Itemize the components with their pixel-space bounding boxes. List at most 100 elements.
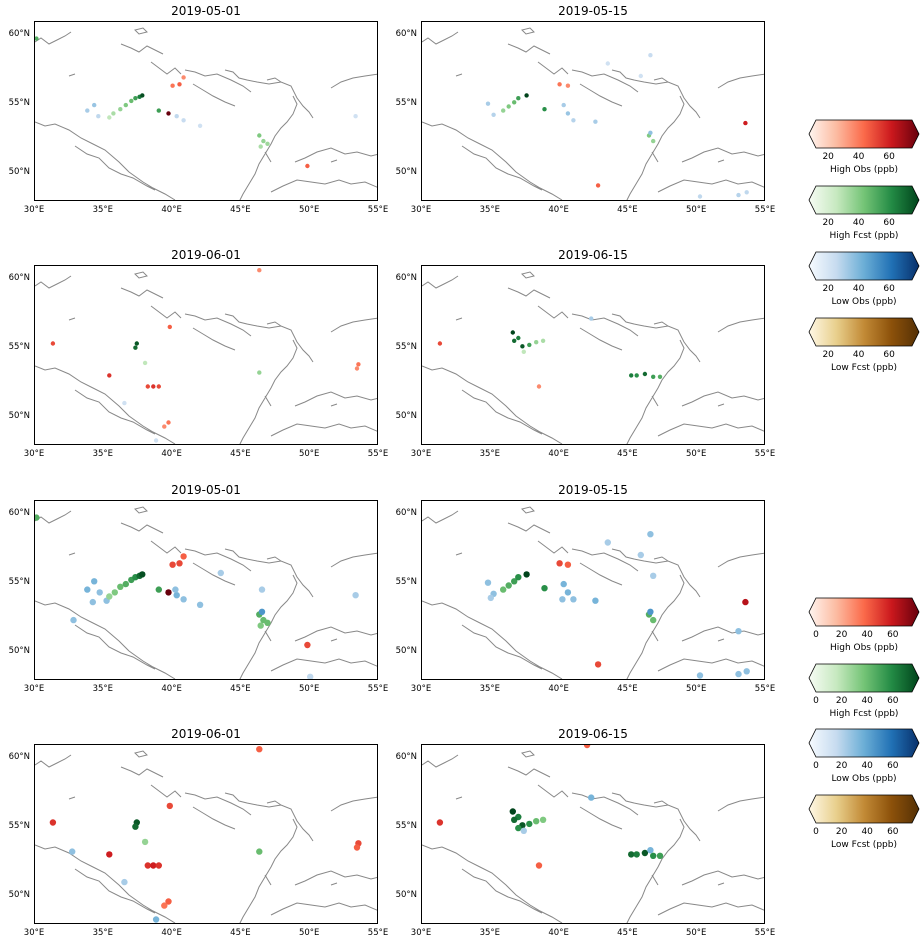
lon-tick-label: 50°E bbox=[685, 449, 707, 459]
colorbar-tick-label: 20 bbox=[835, 696, 848, 706]
station-marker bbox=[118, 107, 123, 112]
station-marker bbox=[307, 673, 314, 679]
station-marker bbox=[487, 594, 494, 602]
colorbar-gradient bbox=[808, 728, 920, 758]
station-marker bbox=[592, 597, 599, 604]
lon-tick-label: 40°E bbox=[548, 684, 569, 694]
station-marker bbox=[516, 96, 521, 101]
colorbar-tick-label: 40 bbox=[861, 630, 873, 640]
map-svg bbox=[35, 268, 377, 444]
lon-tick-label: 45°E bbox=[617, 684, 638, 694]
lon-tick-label: 55°E bbox=[754, 205, 776, 215]
station-marker bbox=[122, 400, 127, 406]
station-marker bbox=[650, 616, 657, 624]
lon-tick-label: 50°E bbox=[298, 205, 320, 215]
colorbar-top-4: 20 40 60 Low Fcst (ppb) bbox=[808, 316, 920, 373]
station-marker bbox=[142, 360, 148, 366]
map-panel-2: 2019-05-15 60°N 55°N 50°N 30°E 35°E 40°E 45°E 50… bbox=[396, 4, 776, 215]
map-area bbox=[34, 500, 378, 680]
map-area bbox=[421, 744, 765, 924]
station-marker bbox=[181, 118, 186, 123]
colorbar-gradient bbox=[808, 597, 920, 627]
station-marker bbox=[144, 862, 151, 869]
station-marker bbox=[735, 628, 742, 635]
station-marker bbox=[129, 98, 134, 104]
colorbar-top-2: 20 40 60 High Fcst (ppb) bbox=[808, 184, 920, 241]
lon-tick-label: 55°E bbox=[367, 684, 389, 694]
lon-tick-label: 45°E bbox=[617, 449, 638, 459]
colorbar-tick-label: 40 bbox=[852, 350, 865, 360]
colorbar-label: Low Fcst (ppb) bbox=[831, 840, 897, 850]
panel-title: 2019-06-01 bbox=[171, 248, 241, 262]
station-marker bbox=[354, 366, 360, 371]
lat-tick-label: 60°N bbox=[395, 28, 417, 39]
station-marker bbox=[485, 101, 491, 106]
lon-tick-label: 35°E bbox=[92, 205, 114, 215]
station-marker bbox=[743, 120, 748, 126]
colorbar-tick-label: 60 bbox=[887, 630, 899, 640]
station-marker bbox=[169, 561, 176, 568]
station-marker bbox=[257, 133, 262, 138]
map-area bbox=[34, 744, 378, 924]
map-panel-8: 2019-06-15 60°N 55°N 50°N 30°E 35°E 40°E 45°E 50… bbox=[396, 727, 776, 938]
lat-tick-label: 55°N bbox=[395, 342, 417, 353]
lat-tick-label: 60°N bbox=[8, 507, 30, 518]
station-marker bbox=[540, 338, 546, 343]
station-marker bbox=[604, 539, 611, 546]
station-marker bbox=[170, 83, 175, 88]
station-marker bbox=[516, 335, 521, 341]
station-marker bbox=[571, 118, 576, 123]
station-marker bbox=[510, 330, 515, 335]
station-marker bbox=[257, 622, 264, 629]
station-marker bbox=[265, 141, 270, 146]
station-marker bbox=[181, 75, 186, 80]
coastline bbox=[35, 750, 377, 923]
lat-tick-label: 60°N bbox=[8, 272, 30, 283]
station-marker bbox=[111, 589, 119, 596]
station-marker bbox=[89, 598, 96, 606]
station-marker bbox=[628, 851, 635, 858]
lat-tick-label: 60°N bbox=[395, 272, 417, 283]
lon-tick-label: 30°E bbox=[23, 449, 45, 459]
station-marker bbox=[656, 852, 664, 859]
lon-tick-label: 30°E bbox=[410, 928, 432, 938]
station-marker bbox=[123, 102, 128, 108]
lon-tick-label: 40°E bbox=[548, 449, 569, 459]
lat-tick-label: 55°N bbox=[395, 821, 417, 832]
coastline bbox=[35, 506, 377, 679]
station-marker bbox=[539, 816, 547, 823]
lon-tick-label: 40°E bbox=[548, 928, 569, 938]
station-marker bbox=[637, 551, 644, 559]
map-area bbox=[421, 265, 765, 445]
station-marker bbox=[111, 111, 116, 116]
map-area bbox=[421, 500, 765, 680]
coastline bbox=[35, 271, 377, 444]
colorbar-bottom-2: 0 20 40 60 High Fcst (ppb) bbox=[808, 662, 920, 719]
station-marker bbox=[633, 851, 640, 858]
colorbar-bottom-3: 0 20 40 60 Low Obs (ppb) bbox=[808, 727, 920, 784]
station-marker bbox=[153, 438, 159, 443]
station-marker bbox=[145, 384, 150, 389]
lat-tick-label: 60°N bbox=[8, 751, 30, 762]
station-marker bbox=[588, 794, 595, 801]
station-marker bbox=[647, 608, 654, 615]
station-marker bbox=[197, 123, 203, 128]
colorbar-tick-label: 60 bbox=[883, 218, 895, 228]
station-marker bbox=[165, 898, 172, 905]
colorbar-tick-label: 60 bbox=[887, 696, 899, 706]
station-marker bbox=[69, 848, 76, 855]
station-marker bbox=[534, 340, 539, 345]
station-marker bbox=[605, 61, 610, 66]
lon-tick-label: 30°E bbox=[410, 449, 432, 459]
colorbar-tick-label: 40 bbox=[861, 827, 873, 837]
colorbar-label: High Obs (ppb) bbox=[829, 165, 899, 175]
station-marker bbox=[35, 514, 40, 521]
station-marker bbox=[356, 362, 361, 367]
station-marker bbox=[353, 844, 361, 851]
map-panel-4: 2019-06-15 60°N 55°N 50°N 30°E 35°E 40°E 45°E 50… bbox=[396, 248, 776, 459]
lon-tick-label: 40°E bbox=[161, 928, 182, 938]
station-marker bbox=[651, 374, 656, 379]
coastline bbox=[422, 27, 764, 200]
station-marker bbox=[629, 373, 634, 378]
station-marker bbox=[527, 342, 532, 348]
